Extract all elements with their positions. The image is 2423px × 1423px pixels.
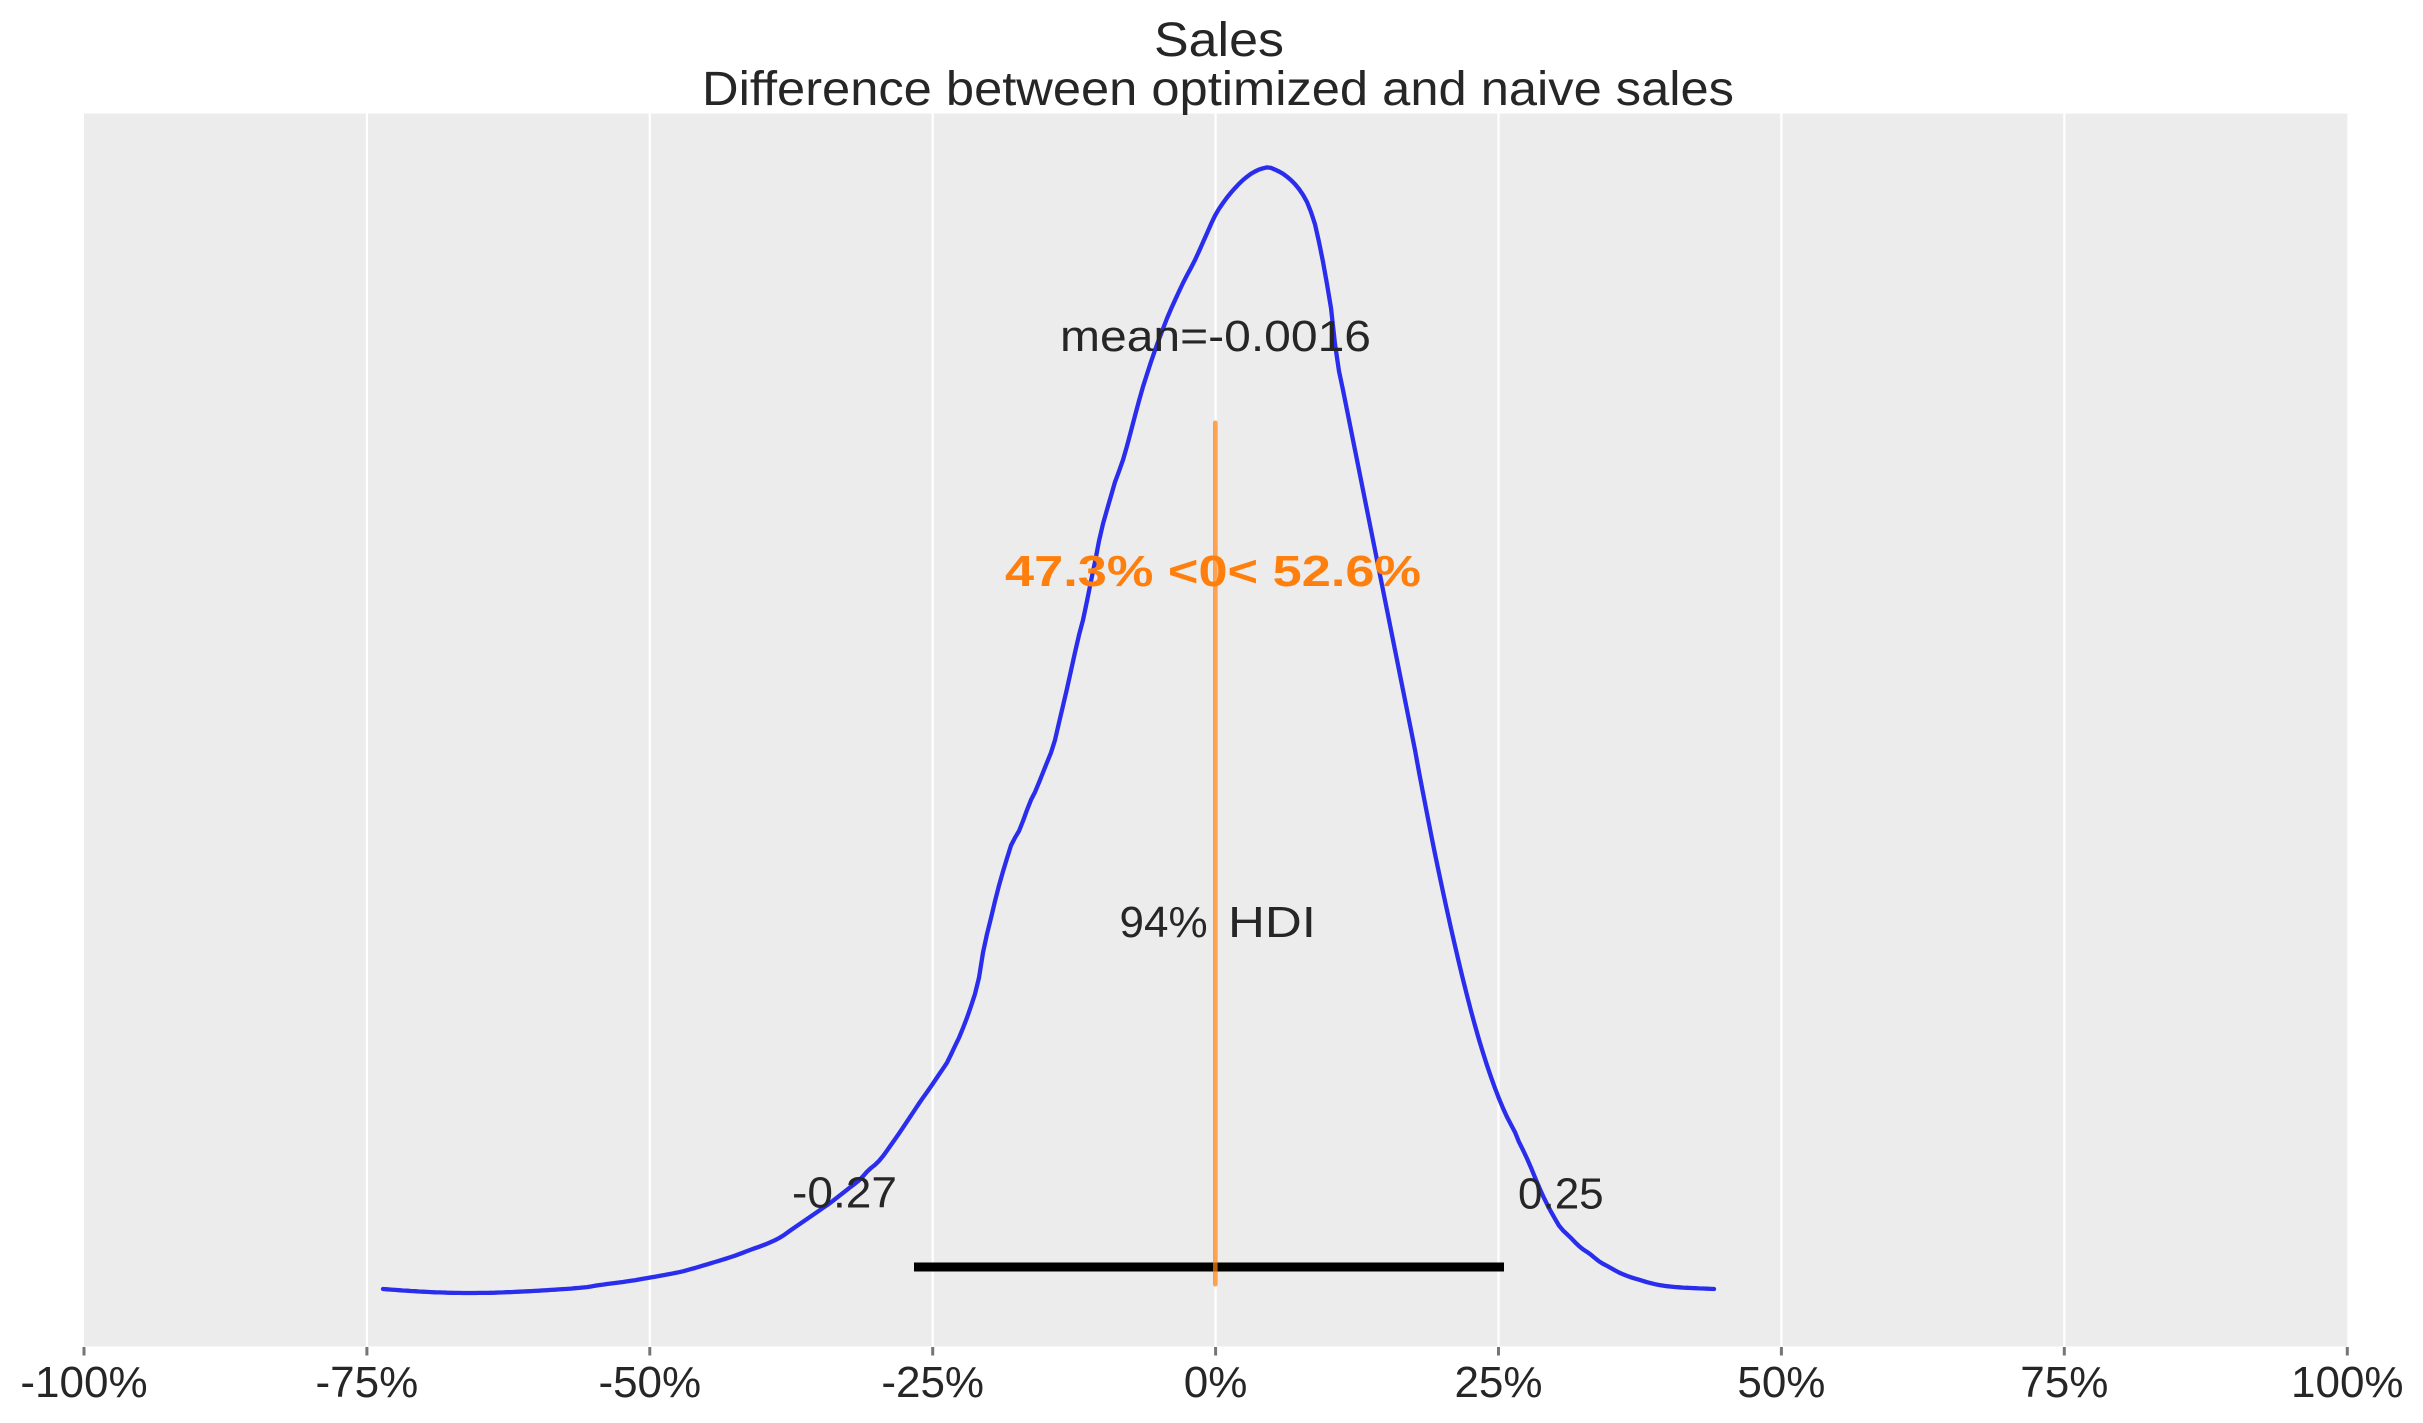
svg-text:-75%: -75% bbox=[316, 1358, 419, 1407]
svg-text:0%: 0% bbox=[1184, 1358, 1248, 1407]
svg-text:HDI: HDI bbox=[1228, 898, 1316, 947]
svg-text:Difference between optimized a: Difference between optimized and naive s… bbox=[702, 63, 1734, 116]
svg-text:-25%: -25% bbox=[881, 1358, 984, 1407]
svg-text:25%: 25% bbox=[1454, 1358, 1542, 1407]
svg-text:-100%: -100% bbox=[20, 1358, 147, 1407]
svg-text:0.25: 0.25 bbox=[1518, 1170, 1604, 1219]
svg-text:-0.27: -0.27 bbox=[792, 1169, 897, 1218]
svg-text:100%: 100% bbox=[2291, 1358, 2404, 1407]
svg-text:-50%: -50% bbox=[598, 1358, 701, 1407]
svg-text:75%: 75% bbox=[2020, 1358, 2108, 1407]
svg-text:94%: 94% bbox=[1120, 898, 1208, 947]
svg-text:47.3% <0< 52.6%: 47.3% <0< 52.6% bbox=[1005, 547, 1421, 596]
svg-text:Sales: Sales bbox=[1154, 14, 1284, 67]
svg-text:50%: 50% bbox=[1737, 1358, 1825, 1407]
svg-text:mean=-0.0016: mean=-0.0016 bbox=[1060, 312, 1371, 361]
